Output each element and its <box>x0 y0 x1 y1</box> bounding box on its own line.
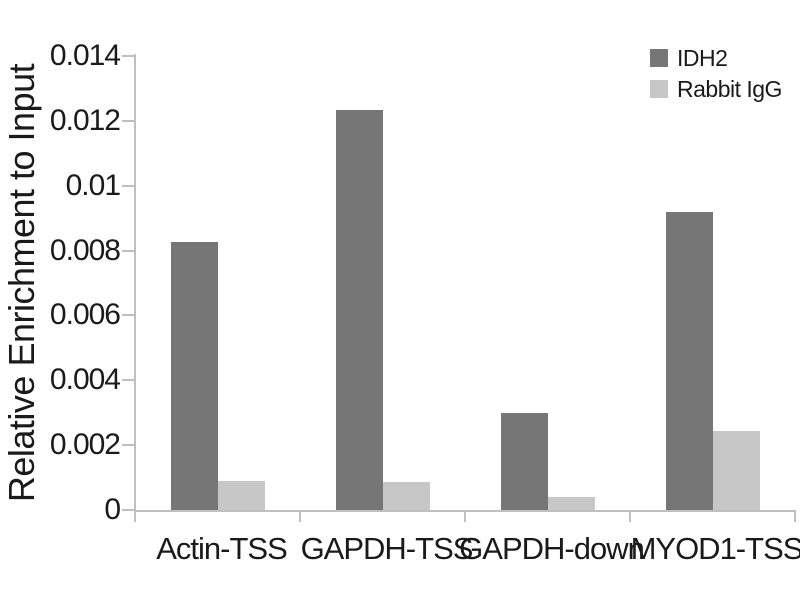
bar-rabbit-igg-gapdh-down <box>547 497 595 510</box>
y-tick-label: 0.014 <box>49 39 121 72</box>
x-tick-mark <box>794 512 796 522</box>
y-tick-mark <box>122 379 135 382</box>
y-tick-mark <box>122 249 135 252</box>
bar-rabbit-igg-gapdh-tss <box>382 482 430 510</box>
y-tick-mark <box>122 314 135 317</box>
x-axis-label-gapdh-down: GAPDH-down <box>459 531 645 566</box>
y-tick-label: 0.008 <box>49 233 121 267</box>
bar-idh2-actin-tss <box>170 242 218 510</box>
bar-idh2-myod1-tss <box>665 212 713 510</box>
legend-swatch-rabbit-igg <box>650 80 668 98</box>
x-axis-label-myod1-tss: MYOD1-TSS <box>630 531 800 566</box>
y-tick-label: 0.012 <box>49 103 121 137</box>
x-axis-line <box>134 510 796 512</box>
legend-label-idh2: IDH2 <box>677 44 728 71</box>
x-axis-label-actin-tss: Actin-TSS <box>156 531 288 566</box>
legend-item-idh2: IDH2 <box>650 45 728 71</box>
legend-swatch-idh2 <box>650 49 668 67</box>
y-tick-mark <box>122 119 135 122</box>
bar-rabbit-igg-actin-tss <box>217 481 265 510</box>
y-tick-mark <box>122 444 135 447</box>
y-tick-label: 0.004 <box>49 363 121 397</box>
bar-rabbit-igg-myod1-tss <box>712 431 760 510</box>
y-tick-mark <box>122 55 135 57</box>
y-tick-label: 0 <box>104 493 121 526</box>
x-tick-mark <box>629 512 631 522</box>
bar-idh2-gapdh-down <box>500 413 548 510</box>
y-axis-line <box>134 54 136 512</box>
bar-idh2-gapdh-tss <box>335 110 383 510</box>
legend-label-rabbit-igg: Rabbit IgG <box>677 75 782 102</box>
y-tick-label: 0.002 <box>49 428 121 462</box>
y-tick-mark <box>122 184 135 187</box>
y-tick-label: 0.01 <box>65 168 121 202</box>
x-tick-mark <box>299 512 301 522</box>
x-tick-mark <box>464 512 466 522</box>
legend-item-rabbit-igg: Rabbit IgG <box>650 76 782 102</box>
y-tick-mark <box>122 509 135 511</box>
y-tick-label: 0.006 <box>49 298 121 332</box>
x-tick-mark <box>134 512 136 522</box>
x-axis-label-gapdh-tss: GAPDH-TSS <box>300 531 474 566</box>
